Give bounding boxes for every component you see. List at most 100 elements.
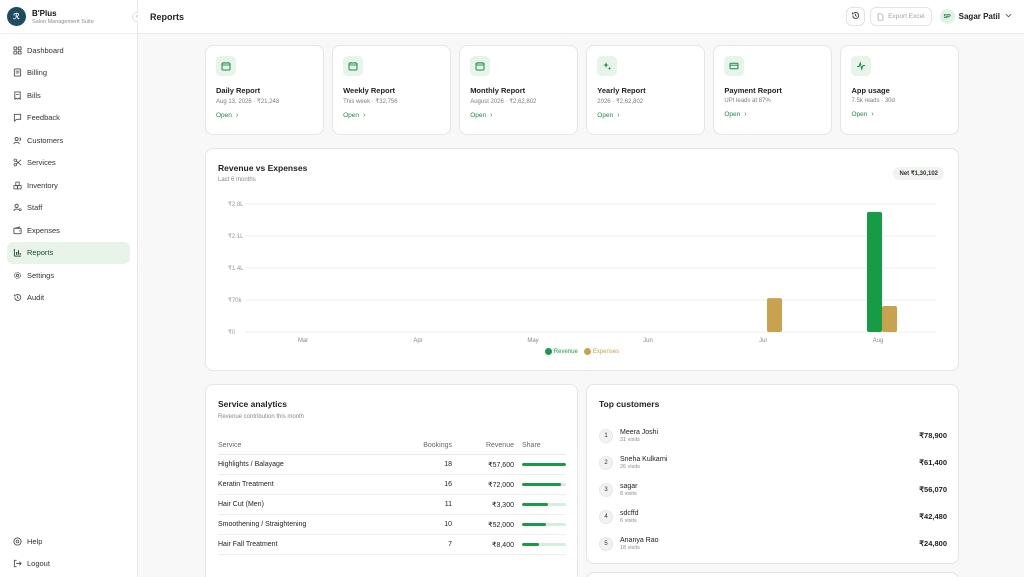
list-item[interactable]: 4 sdcffd 6 visits ₹42,480 (599, 503, 947, 530)
service-share (514, 543, 566, 546)
sidebar-item-label: Feedback (27, 113, 60, 123)
history-icon (12, 293, 22, 303)
legend-label: Revenue (553, 348, 578, 355)
list-item[interactable]: 5 Ananya Rao 18 visits ₹24,800 (599, 530, 947, 557)
report-card-payment[interactable]: Payment Report UPI leads at 87% Open › (713, 45, 832, 135)
service-name: Highlights / Balayage (218, 461, 284, 468)
open-link[interactable]: Open › (343, 112, 440, 119)
report-card-daily[interactable]: Daily Report Aug 13, 2026 · ₹21,248 Open… (205, 45, 324, 135)
service-name: Smoothening / Straightening (218, 521, 307, 528)
sidebar-item-label: Reports (27, 248, 54, 258)
history-button[interactable] (846, 7, 866, 26)
report-card-app-usage[interactable]: App usage 7.5k reads · 30d Open › (840, 45, 959, 135)
x-tick-label: Mar (298, 338, 308, 344)
column-header-bookings[interactable]: Bookings (423, 442, 452, 449)
table-row[interactable]: Smoothening / Straightening 10 ₹52,000 (218, 515, 566, 535)
sidebar-item-reports[interactable]: Reports (7, 241, 130, 264)
legend-item-expenses[interactable]: Expenses (583, 348, 620, 355)
share-bar-track (522, 523, 566, 526)
brand-subtitle: Salon Management Suite (32, 18, 94, 25)
open-link[interactable]: Open › (216, 112, 313, 119)
sidebar-item-logout[interactable]: Logout (7, 553, 130, 576)
sidebar-item-label: Dashboard (27, 45, 64, 55)
legend-item-revenue[interactable]: Revenue (544, 348, 578, 355)
export-label: Export Excel (888, 13, 925, 20)
sidebar-item-billing[interactable]: Billing (7, 62, 130, 85)
sidebar-item-label: Inventory (27, 180, 58, 190)
sidebar-item-settings[interactable]: Settings (7, 264, 130, 287)
service-name: Keratin Treatment (218, 481, 274, 488)
open-link[interactable]: Open › (851, 111, 948, 118)
bar-chart-icon (12, 248, 22, 258)
service-revenue: ₹3,300 (492, 501, 514, 509)
bar-expenses[interactable] (767, 298, 782, 332)
service-revenue: ₹72,000 (488, 481, 514, 489)
share-bar-fill (522, 543, 539, 546)
list-item[interactable]: 2 Sneha Kulkarni 26 visits ₹61,400 (599, 449, 947, 476)
page-title: Reports (150, 11, 185, 22)
next-panel (586, 572, 959, 577)
list-item[interactable]: 1 Meera Joshi 31 visits ₹78,900 (599, 422, 947, 449)
service-table: Service Bookings Revenue Share Highlight… (218, 437, 566, 555)
column-header-share[interactable]: Share (522, 442, 541, 449)
chevron-down-icon (1005, 13, 1012, 20)
table-row[interactable]: Hair Fall Treatment 7 ₹8,400 (218, 535, 566, 555)
chevron-right-icon: › (490, 112, 493, 119)
sidebar-item-label: Audit (27, 293, 45, 303)
table-row[interactable]: Highlights / Balayage 18 ₹57,600 (218, 455, 566, 475)
card-subtitle: August 2026 · ₹2,62,802 (470, 99, 537, 105)
sidebar-item-feedback[interactable]: Feedback (7, 107, 130, 130)
card-subtitle: 2026 · ₹2,62,802 (597, 99, 644, 105)
open-link[interactable]: Open › (724, 111, 821, 118)
service-share (514, 463, 566, 466)
sidebar-nav: Dashboard Billing Bills Feedback Custome… (0, 34, 137, 314)
bar-revenue[interactable] (867, 211, 882, 332)
open-label: Open (470, 112, 487, 119)
sidebar-item-staff[interactable]: Staff (7, 197, 130, 220)
card-subtitle: UPI leads at 87% (724, 98, 771, 104)
table-row[interactable]: Hair Cut (Men) 11 ₹3,300 (218, 495, 566, 515)
legend-dot (544, 348, 552, 355)
column-header-revenue[interactable]: Revenue (485, 442, 514, 449)
table-row[interactable]: Keratin Treatment 16 ₹72,000 (218, 475, 566, 495)
share-bar-track (522, 463, 566, 466)
report-card-yearly[interactable]: Yearly Report 2026 · ₹2,62,802 Open › (586, 45, 705, 135)
sidebar-item-help[interactable]: Help (7, 530, 130, 553)
customer-visits: 8 visits (620, 490, 637, 497)
panel-title: Top customers (599, 399, 660, 409)
bar-expenses[interactable] (882, 305, 897, 332)
share-bar-fill (522, 523, 547, 526)
customer-name: Sneha Kulkarni (620, 455, 668, 463)
sidebar-item-audit[interactable]: Audit (7, 287, 130, 310)
service-bookings: 11 (444, 501, 452, 508)
open-link[interactable]: Open › (470, 112, 567, 119)
column-header-service[interactable]: Service (218, 442, 242, 449)
report-card-weekly[interactable]: Weekly Report This week · ₹32,756 Open › (332, 45, 451, 135)
card-title: Weekly Report (343, 86, 396, 95)
sidebar-item-bills[interactable]: Bills (7, 84, 130, 107)
brand-name: B'Plus (32, 8, 57, 18)
list-item[interactable]: 3 sagar 8 visits ₹56,070 (599, 476, 947, 503)
sidebar-item-services[interactable]: Services (7, 152, 130, 175)
share-bar-fill (522, 503, 549, 506)
grid-icon (12, 45, 22, 55)
sidebar-item-dashboard[interactable]: Dashboard (7, 39, 130, 62)
revenue-expenses-chart: ₹0 ₹70k ₹1.4L ₹2.1L ₹2.8L Mar Apr May Jun Jul Aug (228, 201, 936, 344)
sidebar-item-expenses[interactable]: Expenses (7, 219, 130, 242)
sidebar-item-inventory[interactable]: Inventory (7, 174, 130, 197)
open-link[interactable]: Open › (597, 112, 694, 119)
brand: ℛ B'Plus Salon Management Suite ‹ (0, 0, 142, 34)
y-tick-label: ₹70k (228, 297, 242, 304)
legend-label: Expenses (592, 348, 620, 355)
sidebar-item-label: Help (27, 536, 43, 546)
net-badge: Net ₹1,30,102 (893, 167, 944, 180)
top-header: Reports Export Excel SP Sagar Patil (138, 0, 1024, 34)
sidebar-item-customers[interactable]: Customers (7, 129, 130, 152)
gear-icon (12, 270, 22, 280)
scissors-icon (12, 158, 22, 168)
export-excel-button[interactable]: Export Excel (870, 7, 932, 26)
user-menu[interactable]: SP Sagar Patil (939, 9, 1012, 24)
share-bar-track (522, 483, 566, 486)
calendar-icon (470, 56, 491, 76)
report-card-monthly[interactable]: Monthly Report August 2026 · ₹2,62,802 O… (459, 45, 578, 135)
